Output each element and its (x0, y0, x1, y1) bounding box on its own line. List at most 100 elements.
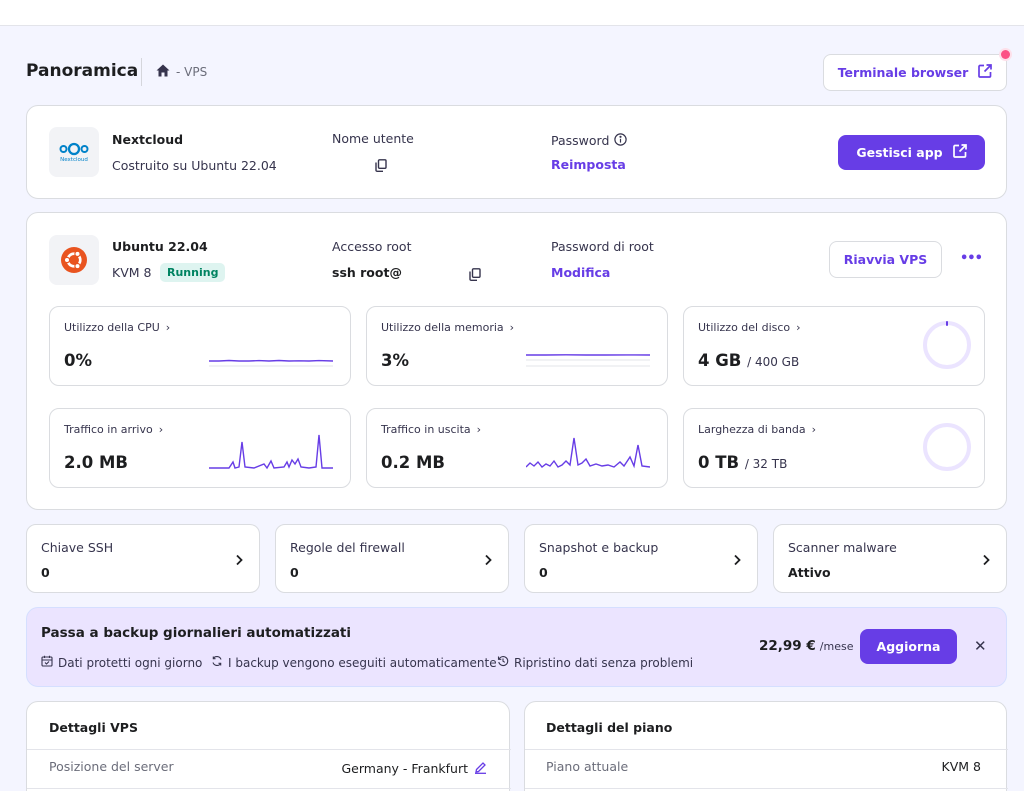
disk-usage-label-text: Utilizzo del disco (698, 321, 791, 334)
divider (27, 749, 511, 750)
malware-scanner-title: Scanner malware (788, 540, 897, 555)
manage-app-button[interactable]: Gestisci app (838, 135, 985, 170)
chevron-right-icon (733, 551, 741, 570)
server-location: Germany - Frankfurt (341, 759, 487, 778)
terminal-browser-button[interactable]: Terminale browser (823, 54, 1007, 91)
nextcloud-logo: Nextcloud (49, 127, 99, 177)
copy-icon[interactable] (375, 157, 387, 176)
promo-feature: Ripristino dati senza problemi (497, 655, 693, 670)
memory-usage-label-text: Utilizzo della memoria (381, 321, 504, 334)
calendar-icon (41, 655, 53, 670)
close-icon[interactable]: ✕ (974, 637, 987, 655)
incoming-traffic-value: 2.0 MB (64, 453, 128, 472)
chevron-right-icon (484, 551, 492, 570)
status-badge: Running (160, 263, 226, 282)
outgoing-traffic-label-text: Traffico in uscita (381, 423, 471, 436)
outgoing-traffic-label: Traffico in uscita › (381, 423, 481, 436)
ubuntu-logo (49, 235, 99, 285)
plan-details-card: Dettagli del piano Piano attuale KVM 8 (524, 701, 1008, 791)
vps-details-card: Dettagli VPS Posizione del server German… (26, 701, 511, 791)
cpu-usage-number: 0% (64, 351, 93, 370)
nextcloud-logo-text: Nextcloud (60, 156, 88, 163)
cpu-sparkline (209, 359, 333, 367)
outgoing-traffic-sparkline (526, 437, 650, 469)
promo-price-value: 22,99 € (759, 638, 816, 654)
bandwidth-value: 0 TB / 32 TB (698, 453, 787, 472)
incoming-traffic-label: Traffico in arrivo › (64, 423, 163, 436)
chevron-right-icon: › (158, 423, 164, 436)
cpu-usage-label-text: Utilizzo della CPU (64, 321, 160, 334)
vps-card: Ubuntu 22.04 KVM 8 Running Accesso root … (26, 212, 1007, 510)
breadcrumb-vps: - VPS (176, 65, 208, 79)
app-card: Nextcloud Nextcloud Costruito su Ubuntu … (26, 105, 1007, 199)
server-location-label: Posizione del server (49, 759, 174, 774)
chevron-right-icon: › (165, 321, 171, 334)
breadcrumb: - VPS (141, 58, 207, 86)
incoming-traffic-label-text: Traffico in arrivo (64, 423, 153, 436)
incoming-traffic-card[interactable]: Traffico in arrivo › 2.0 MB (49, 408, 351, 488)
bandwidth-ring (923, 423, 971, 471)
outgoing-traffic-card[interactable]: Traffico in uscita › 0.2 MB (366, 408, 668, 488)
chevron-right-icon: › (476, 423, 482, 436)
snapshot-backup-card[interactable]: Snapshot e backup 0 (524, 524, 758, 593)
root-access-label: Accesso root (332, 239, 412, 254)
vps-plan: KVM 8 (112, 265, 152, 280)
nextcloud-icon (59, 142, 89, 155)
upgrade-button[interactable]: Aggiorna (860, 629, 957, 664)
firewall-rules-card[interactable]: Regole del firewall 0 (275, 524, 509, 593)
terminal-browser-label: Terminale browser (837, 65, 969, 80)
divider (525, 788, 1008, 789)
bandwidth-card[interactable]: Larghezza di banda › 0 TB / 32 TB (683, 408, 985, 488)
password-label: Password (551, 133, 610, 148)
chevron-right-icon: › (796, 321, 801, 334)
memory-usage-label: Utilizzo della memoria › (381, 321, 514, 334)
chevron-right-icon (235, 551, 243, 570)
root-password-label: Password di root (551, 239, 654, 254)
ssh-key-title: Chiave SSH (41, 540, 114, 555)
malware-scanner-value: Attivo (788, 565, 831, 580)
disk-usage-label: Utilizzo del disco › (698, 321, 801, 334)
disk-usage-value: 4 GB / 400 GB (698, 351, 799, 370)
malware-scanner-card[interactable]: Scanner malware Attivo (773, 524, 1007, 593)
promo-feature-text: Dati protetti ogni giorno (58, 655, 203, 670)
memory-usage-value: 3% (381, 351, 409, 370)
chevron-right-icon: › (811, 423, 817, 436)
promo-feature-text: I backup vengono eseguiti automaticament… (228, 655, 497, 670)
incoming-traffic-sparkline (209, 434, 333, 470)
page-title: Panoramica (26, 61, 139, 81)
edit-pencil-icon[interactable] (474, 759, 487, 778)
ubuntu-icon (61, 247, 87, 273)
info-icon[interactable] (614, 131, 628, 150)
restore-icon (497, 655, 509, 670)
plan-details-title: Dettagli del piano (546, 720, 673, 735)
bandwidth-total: / 32 TB (744, 457, 788, 471)
manage-app-label: Gestisci app (856, 145, 943, 160)
disk-usage-card[interactable]: Utilizzo del disco › 4 GB / 400 GB (683, 306, 985, 386)
external-link-icon (952, 144, 967, 161)
firewall-rules-title: Regole del firewall (290, 540, 405, 555)
root-access-value: ssh root@ (332, 265, 402, 280)
firewall-rules-value: 0 (290, 565, 299, 580)
password-label-group: Password (551, 131, 628, 150)
memory-sparkline (526, 354, 650, 367)
app-name: Nextcloud (112, 132, 184, 147)
ssh-key-value: 0 (41, 565, 50, 580)
promo-feature: Dati protetti ogni giorno (41, 655, 202, 670)
username-label: Nome utente (332, 131, 414, 146)
ssh-key-card[interactable]: Chiave SSH 0 (26, 524, 260, 593)
divider (525, 749, 1008, 750)
restart-vps-button[interactable]: Riavvia VPS (829, 241, 942, 278)
memory-usage-card[interactable]: Utilizzo della memoria › 3% (366, 306, 668, 386)
cpu-usage-card[interactable]: Utilizzo della CPU › 0% (49, 306, 351, 386)
outgoing-traffic-value: 0.2 MB (381, 453, 445, 472)
copy-icon[interactable] (469, 266, 481, 285)
home-icon[interactable] (156, 64, 170, 80)
incoming-traffic-number: 2.0 MB (64, 453, 128, 472)
disk-usage-ring (923, 321, 971, 369)
promo-feature-text: Ripristino dati senza problemi (514, 655, 694, 670)
change-root-password-link[interactable]: Modifica (551, 265, 611, 280)
reset-password-link[interactable]: Reimposta (551, 157, 626, 172)
more-options-icon[interactable]: ••• (960, 251, 983, 266)
external-link-icon (978, 64, 993, 81)
top-bar (0, 0, 1024, 26)
